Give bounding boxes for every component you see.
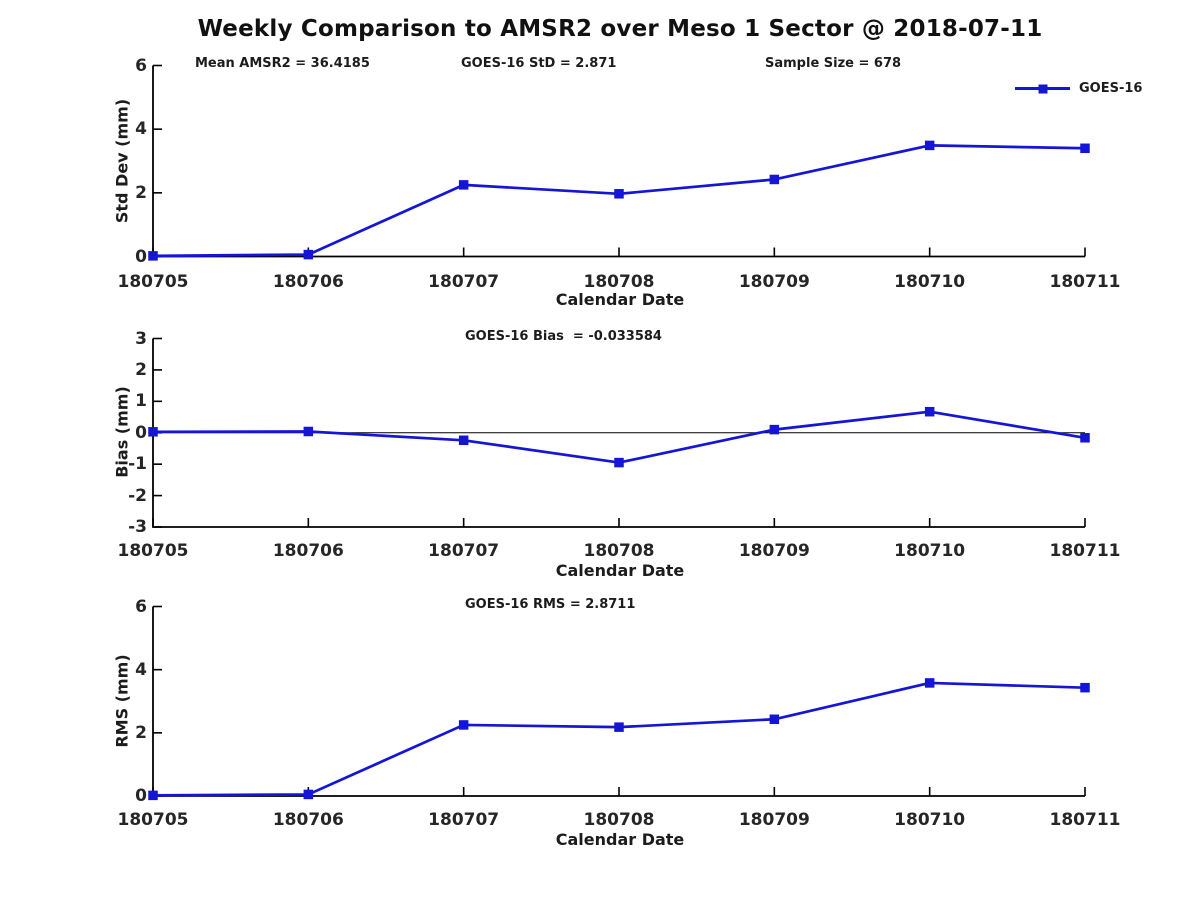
- data-point-marker-bias: [1080, 433, 1090, 443]
- y-tick-label-bias: 1: [135, 391, 147, 412]
- xlabel-rms: Calendar Date: [555, 830, 685, 849]
- x-tick-label-std-dev: 180706: [272, 272, 344, 292]
- data-point-marker-bias: [458, 435, 469, 446]
- y-tick-label-bias: 2: [135, 359, 147, 380]
- y-tick-label-bias: -2: [128, 485, 147, 506]
- x-tick-label-bias: 180711: [1049, 541, 1121, 561]
- annotation-rms: GOES-16 RMS = 2.8711: [465, 597, 636, 612]
- data-point-marker-std-dev: [458, 180, 469, 190]
- y-tick-label-rms: 0: [135, 786, 147, 806]
- xlabel-std-dev: Calendar Date: [555, 290, 685, 309]
- data-point-marker-std-dev: [769, 174, 780, 185]
- x-tick-label-std-dev: 180711: [1049, 272, 1121, 292]
- data-point-marker-bias: [303, 426, 314, 437]
- y-tick-label-bias: 3: [135, 328, 147, 349]
- ylabel-std-dev: Std Dev (mm): [112, 98, 132, 224]
- y-tick-label-bias: -1: [128, 454, 147, 475]
- y-tick-label-bias: -3: [128, 517, 147, 537]
- xlabel-bias: Calendar Date: [555, 561, 685, 580]
- data-line-std-dev: [152, 144, 1086, 258]
- y-tick-label-std-dev: 0: [135, 246, 147, 267]
- x-tick-label-std-dev: 180708: [583, 272, 655, 292]
- data-point-marker-rms: [303, 789, 314, 800]
- data-line-bias: [152, 410, 1086, 464]
- annotation-bias: GOES-16 Bias = -0.033584: [465, 329, 662, 344]
- data-point-marker-std-dev: [303, 249, 314, 260]
- x-tick-label-rms: 180710: [894, 810, 966, 830]
- x-tick-label-rms: 180709: [738, 810, 810, 830]
- x-tick-label-std-dev: 180710: [894, 272, 966, 292]
- x-tick-label-rms: 180708: [583, 810, 655, 830]
- y-tick-label-rms: 6: [135, 596, 147, 617]
- axis-border-std-dev: [152, 65, 1085, 258]
- data-line-rms: [152, 681, 1086, 797]
- y-tick-label-std-dev: 2: [135, 182, 147, 203]
- legend: GOES-16: [1015, 81, 1142, 96]
- data-point-marker-rms: [924, 678, 935, 688]
- y-tick-label-bias: 0: [135, 422, 147, 443]
- data-point-marker-bias: [148, 427, 158, 437]
- x-tick-label-rms: 180707: [428, 810, 500, 830]
- data-point-marker-bias: [614, 457, 624, 468]
- data-point-marker-rms: [458, 720, 469, 730]
- legend-label: GOES-16: [1079, 81, 1143, 96]
- x-tick-label-bias: 180707: [428, 541, 500, 561]
- data-point-marker-rms: [769, 714, 780, 725]
- data-point-marker-std-dev: [924, 140, 935, 151]
- x-tick-label-rms: 180706: [272, 810, 344, 830]
- data-point-marker-bias: [769, 424, 780, 435]
- x-tick-label-std-dev: 180707: [428, 272, 500, 292]
- x-tick-label-std-dev: 180709: [738, 272, 810, 292]
- y-tick-label-rms: 2: [135, 722, 147, 743]
- x-tick-label-bias: 180705: [117, 541, 189, 561]
- y-tick-label-std-dev: 4: [135, 119, 147, 140]
- annotation-std-dev: GOES-16 StD = 2.871: [461, 56, 617, 71]
- y-tick-label-std-dev: 6: [135, 55, 147, 76]
- annotation-std-dev: Mean AMSR2 = 36.4185: [195, 56, 370, 71]
- data-point-marker-rms: [148, 790, 158, 801]
- x-tick-label-bias: 180708: [583, 541, 655, 561]
- x-tick-label-rms: 180711: [1049, 810, 1121, 830]
- data-point-marker-std-dev: [148, 251, 158, 261]
- page-title: Weekly Comparison to AMSR2 over Meso 1 S…: [197, 16, 1043, 42]
- annotation-std-dev: Sample Size = 678: [765, 56, 902, 71]
- data-point-marker-rms: [1080, 682, 1090, 693]
- legend-line-sample: [1015, 84, 1070, 93]
- data-point-marker-std-dev: [614, 189, 624, 199]
- y-tick-label-rms: 4: [135, 659, 147, 680]
- x-tick-label-rms: 180705: [117, 810, 189, 830]
- data-point-marker-bias: [924, 406, 935, 417]
- data-point-marker-rms: [614, 722, 624, 732]
- x-tick-label-bias: 180709: [738, 541, 810, 561]
- axis-border-rms: [152, 606, 1085, 797]
- x-tick-label-bias: 180710: [894, 541, 966, 561]
- x-tick-label-bias: 180706: [272, 541, 344, 561]
- x-tick-label-std-dev: 180705: [117, 272, 189, 292]
- legend-marker-icon: [1038, 84, 1047, 93]
- data-point-marker-std-dev: [1080, 143, 1090, 154]
